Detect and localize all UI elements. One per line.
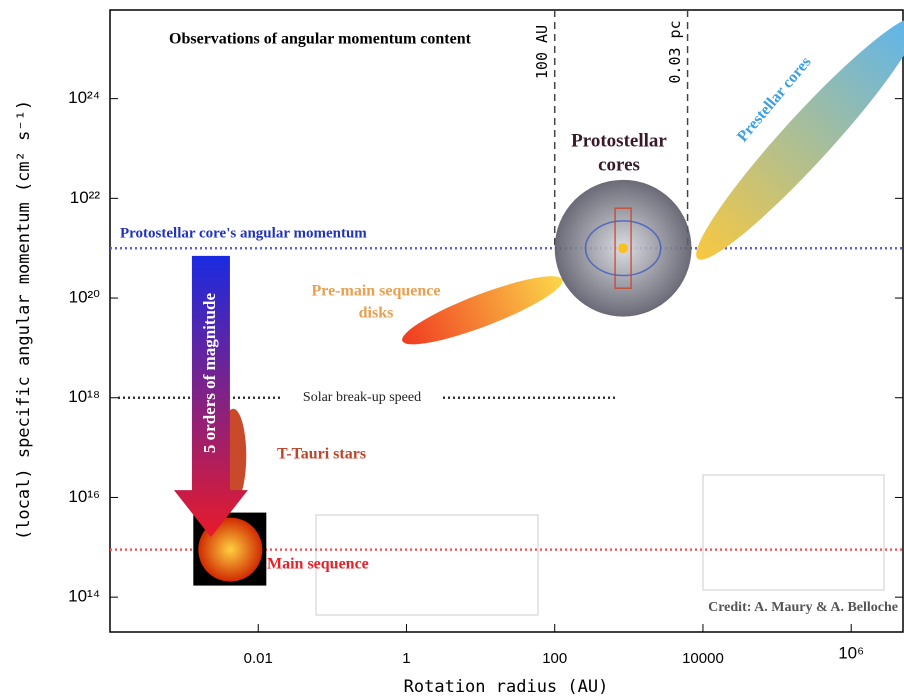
empty-box [702,474,885,591]
y-tick-label: 10¹⁸ [68,387,100,406]
region [402,276,563,345]
x-tick-label: 0.01 [244,650,273,667]
x-tick-label: 10000 [682,650,724,667]
region-label: Pre-main sequence [311,283,440,300]
reference-label: 100 AU [533,25,551,79]
y-tick-label: 10¹⁶ [68,487,100,506]
x-axis-label: Rotation radius (AU) [404,677,609,697]
y-tick-label: 10²⁴ [68,88,100,107]
reference-label: Protostellar core's angular momentum [120,226,367,242]
x-tick-label: 1 [402,650,410,667]
y-tick-label: 10²⁰ [69,288,101,307]
credit: Credit: A. Maury & A. Belloche [708,600,898,615]
region [198,517,263,582]
reference-label: 0.03 pc [666,20,684,83]
arrow-label: 5 orders of magnitude [200,293,219,454]
empty-box [315,514,539,616]
chart-title: Observations of angular momentum content [169,31,472,48]
reference-label: Solar break-up speed [303,390,421,405]
y-axis-label: (local) specific angular momentum (cm² s… [14,100,34,540]
x-tick-label: 10⁶ [838,643,864,662]
plot-frame [109,9,904,633]
region-label: Main sequence [267,556,369,573]
y-tick-label: 10²² [70,188,101,207]
x-tick-label: 100 [542,650,567,667]
region-label: disks [359,305,394,322]
region-label: T-Tauri stars [277,446,366,463]
region-label: Protostellar [571,130,667,151]
y-tick-label: 10¹⁴ [68,587,100,606]
region-label: cores [598,154,640,175]
arrow [173,255,248,538]
region [696,17,904,260]
